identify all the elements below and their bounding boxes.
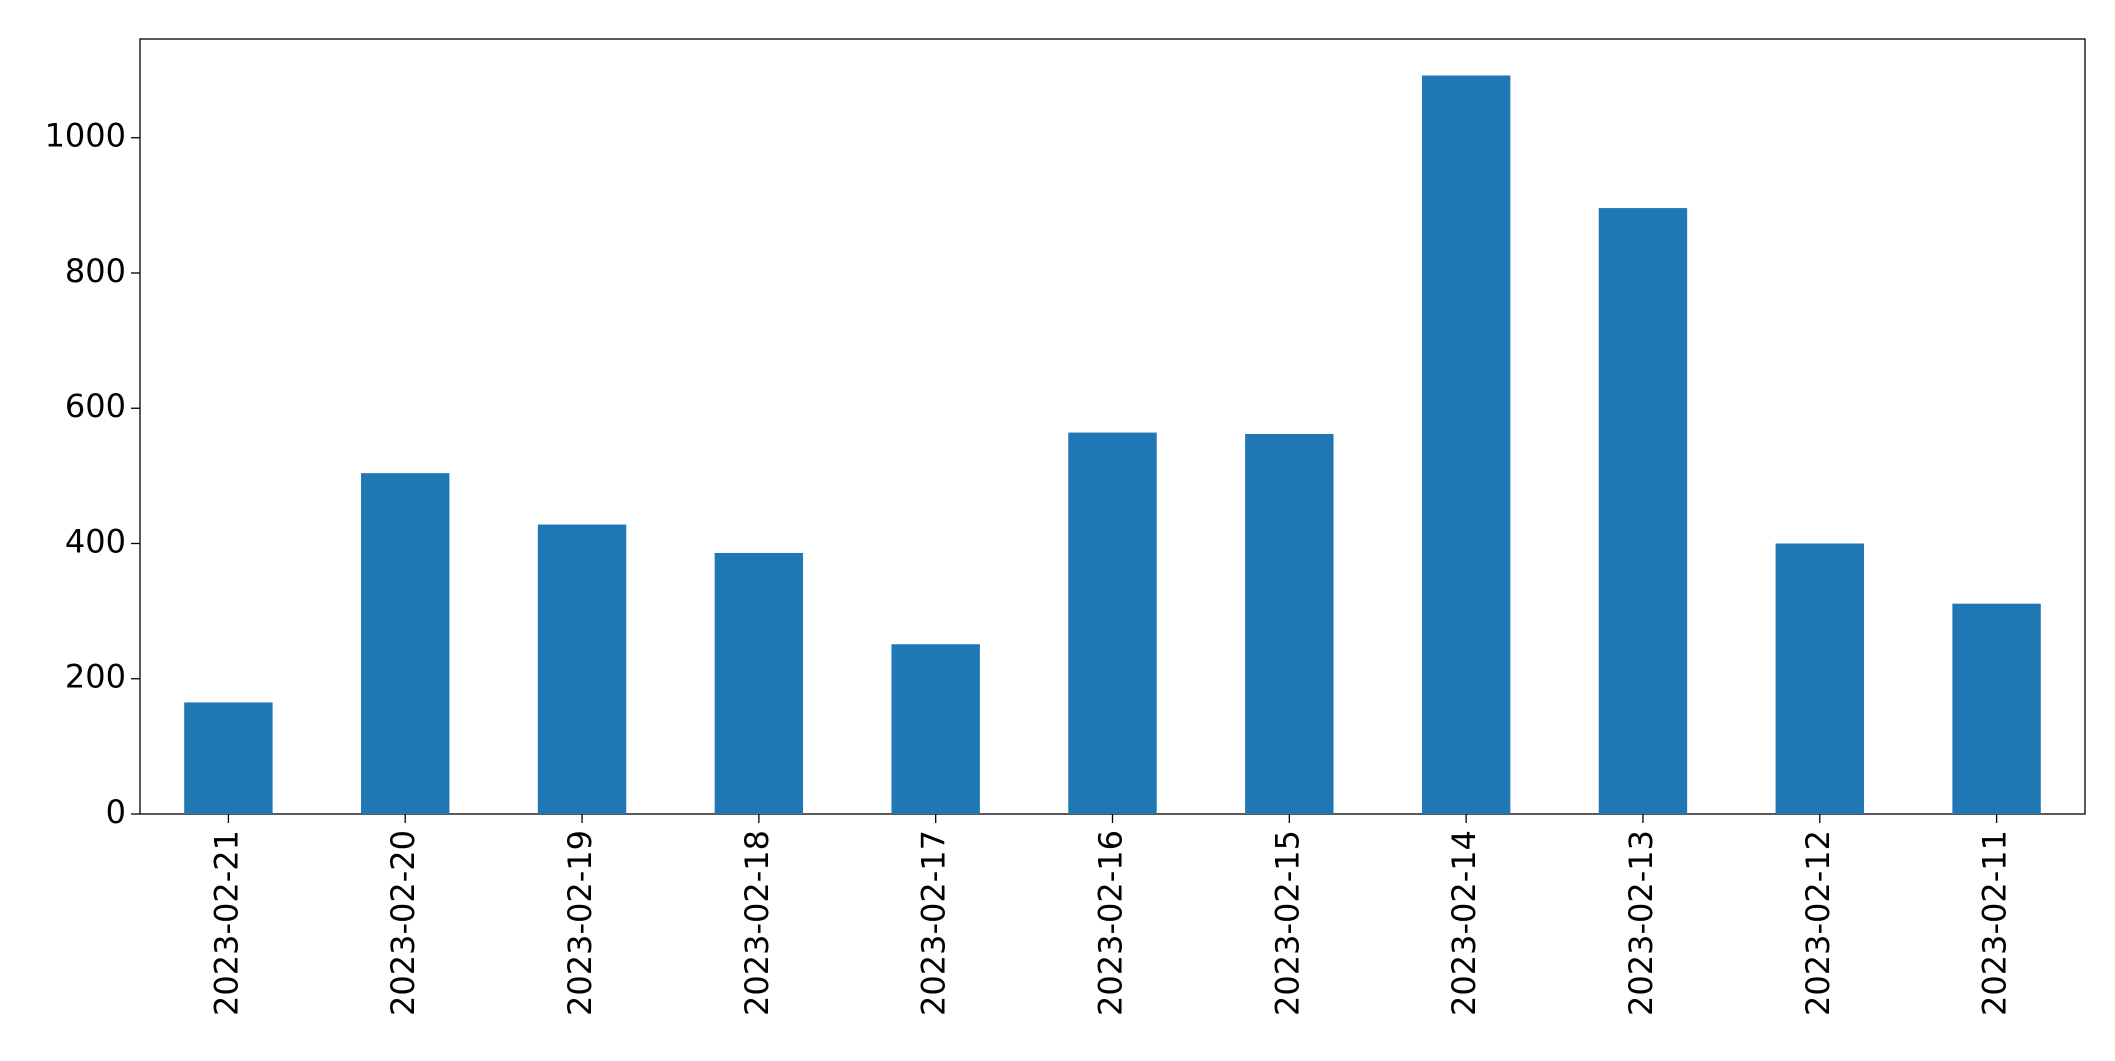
x-tick-label: 2023-02-19 xyxy=(561,830,599,1016)
bar xyxy=(184,702,273,814)
x-tick-label: 2023-02-12 xyxy=(1799,830,1837,1016)
y-tick-label: 1000 xyxy=(45,117,126,155)
x-tick-label: 2023-02-11 xyxy=(1976,830,2014,1016)
x-tick-label: 2023-02-14 xyxy=(1445,830,1483,1016)
y-tick-label: 200 xyxy=(65,658,126,696)
bar xyxy=(1598,208,1688,815)
y-tick-label: 0 xyxy=(106,793,126,831)
bar xyxy=(891,644,980,814)
y-tick-label: 400 xyxy=(65,522,126,560)
x-tick-label: 2023-02-21 xyxy=(207,830,245,1016)
x-tick-label: 2023-02-15 xyxy=(1268,830,1306,1016)
x-tick-label: 2023-02-16 xyxy=(1092,830,1130,1016)
x-tick-label: 2023-02-13 xyxy=(1622,830,1660,1016)
x-tick-label: 2023-02-20 xyxy=(384,830,422,1016)
bar xyxy=(537,524,627,814)
bar xyxy=(1775,543,1864,814)
x-tick-label: 2023-02-18 xyxy=(738,830,776,1016)
y-tick-label: 800 xyxy=(65,252,126,290)
bar xyxy=(1068,432,1157,814)
y-tick-label: 600 xyxy=(65,387,126,425)
x-tick-label: 2023-02-17 xyxy=(915,830,953,1016)
bar xyxy=(1245,433,1334,814)
bar xyxy=(361,473,450,814)
bar xyxy=(1952,603,2041,814)
bar xyxy=(714,552,804,814)
bar xyxy=(1421,75,1511,815)
